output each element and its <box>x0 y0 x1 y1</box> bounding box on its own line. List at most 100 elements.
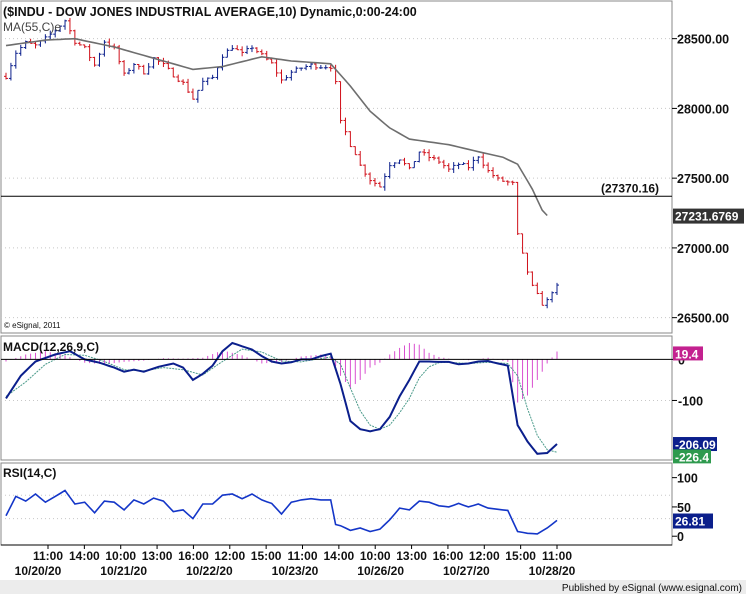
price-axis: 28500.00 28000.00 27500.00 27000.00 26500.00 <box>672 33 729 326</box>
ohlc-bar <box>446 163 451 172</box>
ohlc-bar <box>220 54 225 71</box>
ohlc-bar <box>102 40 107 57</box>
ohlc-bar <box>136 63 141 70</box>
ohlc-bar <box>254 47 259 54</box>
time-tick-label: 15:00 <box>505 549 536 563</box>
date-tick-label: 10/28/20 <box>529 564 576 578</box>
price-tick-label: 26500.00 <box>677 312 729 326</box>
ohlc-bar <box>210 74 215 80</box>
rsi-line <box>5 489 558 535</box>
date-tick-label: 10/20/20 <box>15 564 62 578</box>
ohlc-bar <box>126 68 131 75</box>
rsi-tick-label: 0 <box>677 530 684 544</box>
ohlc-bar <box>441 159 446 169</box>
date-tick-label: 10/23/20 <box>272 564 319 578</box>
footer-credit: Published by eSignal (www.esignal.com) <box>562 583 742 594</box>
ohlc-bar <box>274 58 279 77</box>
ohlc-bar <box>432 154 437 161</box>
macd-value-badges: 19.4 -206.09 -226.4 <box>673 346 717 464</box>
ohlc-bar <box>363 164 368 177</box>
ohlc-bar <box>141 64 146 75</box>
rsi-axis: 100 50 0 <box>672 472 698 544</box>
ohlc-bar <box>245 45 250 55</box>
ohlc-bar <box>550 291 555 303</box>
date-tick-label: 10/26/20 <box>357 564 404 578</box>
ohlc-bar <box>23 40 28 50</box>
ohlc-bar <box>289 69 294 81</box>
ohlc-bar <box>294 66 299 73</box>
ohlc-bar <box>466 160 471 171</box>
signal-value: -226.4 <box>675 450 709 464</box>
date-tick-label: 10/22/20 <box>186 564 233 578</box>
ohlc-bar <box>328 64 333 72</box>
time-tick-label: 10:00 <box>360 549 391 563</box>
ohlc-bar <box>72 29 77 46</box>
ohlc-bar <box>348 131 353 148</box>
ohlc-bar <box>67 17 72 35</box>
time-axis: 11:00 14:00 10:00 13:00 16:00 12:00 15:00 11:00… <box>1 544 672 578</box>
copyright-label: © eSignal, 2011 <box>4 321 61 330</box>
ohlc-bar <box>33 41 38 49</box>
ohlc-bar <box>476 156 481 164</box>
time-tick-label: 12:00 <box>469 549 500 563</box>
ohlc-bar <box>58 25 63 32</box>
ohlc-bar <box>545 297 550 309</box>
ohlc-bar <box>372 177 377 187</box>
macd-pane: MACD(12,26,9,C) <box>0 335 673 461</box>
ohlc-bar <box>318 64 323 69</box>
ohlc-bar <box>338 81 343 124</box>
date-tick-label: 10/27/20 <box>443 564 490 578</box>
time-tick-label: 13:00 <box>142 549 173 563</box>
ohlc-bar <box>190 88 195 100</box>
ohlc-bar <box>481 153 486 169</box>
ohlc-bar <box>186 78 191 93</box>
time-tick-label: 13:00 <box>396 549 427 563</box>
ohlc-bar <box>304 64 309 71</box>
ohlc-bar <box>368 172 373 185</box>
ohlc-bar <box>471 156 476 171</box>
ohlc-bar <box>402 157 407 166</box>
ohlc-bar <box>200 77 205 91</box>
time-tick-label: 14:00 <box>324 549 355 563</box>
ohlc-bar <box>323 65 328 70</box>
rsi-value-badge: 26.81 <box>673 513 713 529</box>
ohlc-bar <box>515 181 520 235</box>
ohlc-bar <box>279 69 284 84</box>
ohlc-bar <box>358 150 363 166</box>
ohlc-bar <box>412 160 417 169</box>
ohlc-bar <box>264 50 269 61</box>
ohlc-bar <box>171 67 176 78</box>
price-tick-label: 27000.00 <box>677 242 729 256</box>
macd-value: -206.09 <box>675 438 716 452</box>
ohlc-bar <box>122 60 127 76</box>
ohlc-bar <box>353 146 358 156</box>
time-tick-label: 11:00 <box>542 549 572 563</box>
ohlc-bar <box>225 48 230 58</box>
time-tick-label: 14:00 <box>69 549 100 563</box>
ohlc-bar <box>131 62 136 74</box>
ohlc-bar <box>343 117 348 136</box>
price-level-label: (27370.16) <box>601 181 659 195</box>
ohlc-bar <box>284 75 289 81</box>
ohlc-bar <box>8 62 13 81</box>
ohlc-bar <box>555 282 559 296</box>
macd-line <box>5 341 558 455</box>
ohlc-bar <box>309 62 314 70</box>
ohlc-bar <box>146 63 151 75</box>
price-tick-label: 28000.00 <box>677 102 729 116</box>
ohlc-bar <box>4 72 8 80</box>
ohlc-bar <box>195 89 200 103</box>
ohlc-bar <box>377 181 382 188</box>
ohlc-bar <box>417 151 422 163</box>
rsi-title: RSI(14,C) <box>3 466 56 480</box>
ohlc-bar <box>97 52 102 67</box>
price-tick-label: 28500.00 <box>677 33 729 47</box>
ohlc-bar <box>205 77 210 86</box>
ohlc-bar <box>535 282 540 295</box>
ohlc-bar <box>436 156 441 164</box>
ohlc-bar <box>77 41 82 46</box>
ohlc-bar <box>53 29 58 38</box>
ohlc-bar <box>313 62 318 70</box>
ohlc-bar <box>249 45 254 53</box>
macd-title: MACD(12,26,9,C) <box>3 340 99 354</box>
